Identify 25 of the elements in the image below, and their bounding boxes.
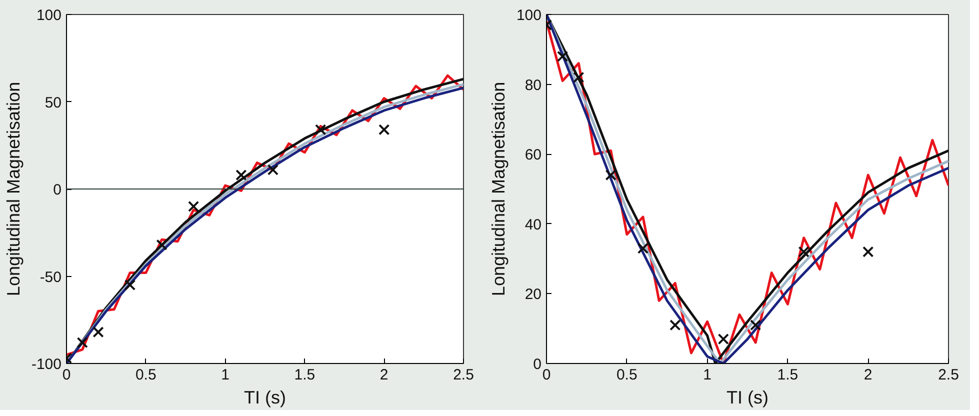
x-tick-label: 1	[703, 366, 712, 384]
x-axis-title: TI (s)	[244, 388, 286, 408]
x-tick-label: 2	[864, 366, 872, 384]
y-tick-label: 20	[524, 286, 542, 304]
y-axis-title: Longitudinal Magnetisation	[3, 82, 24, 296]
x-tick-label: 0.5	[135, 366, 156, 384]
y-tick-label: 60	[524, 146, 542, 164]
y-tick-label: 40	[524, 216, 542, 234]
x-tick-label: 1.5	[777, 366, 798, 384]
x-axis-title: TI (s)	[726, 388, 769, 408]
y-tick-label: -50	[40, 268, 62, 286]
x-tick-label: 0.5	[616, 366, 638, 384]
y-tick-label: 80	[524, 76, 542, 94]
y-axis-title: Longitudinal Magnetisation	[488, 82, 508, 296]
x-tick-label: 2.5	[938, 366, 959, 384]
x-tick-label: 2	[380, 366, 388, 384]
x-tick-label: 2.5	[453, 366, 474, 384]
y-tick-label: 100	[516, 7, 542, 24]
y-tick-label: 50	[44, 94, 62, 112]
x-tick-label: 1.5	[294, 366, 316, 384]
y-tick-label: -100	[31, 356, 62, 373]
y-tick-label: 0	[533, 356, 542, 373]
y-tick-label: 0	[53, 182, 62, 198]
y-tick-label: 100	[36, 7, 62, 24]
x-tick-label: 1	[221, 366, 230, 384]
